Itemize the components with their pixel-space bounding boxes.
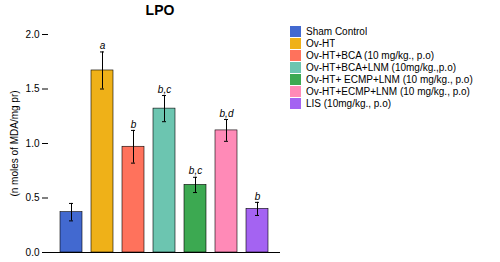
html-text:Ov-HT+BCA+LNM (10mg/kg.,p.o): Ov-HT+BCA+LNM (10mg/kg.,p.o) bbox=[306, 62, 456, 73]
html-text:LIS (10mg/kg., p.o): LIS (10mg/kg., p.o) bbox=[306, 98, 391, 109]
svg-text:0.5: 0.5 bbox=[26, 192, 40, 203]
svg-text:b,c: b,c bbox=[158, 84, 171, 95]
html-text:Sham Control: Sham Control bbox=[306, 26, 368, 37]
html-text:LPO: LPO bbox=[145, 2, 175, 18]
svg-text:a: a bbox=[100, 40, 106, 51]
svg-text:b: b bbox=[131, 119, 137, 130]
svg-text:1.0: 1.0 bbox=[26, 138, 40, 149]
svg-text:b,d: b,d bbox=[220, 108, 234, 119]
html-text:Ov-HT: Ov-HT bbox=[306, 38, 336, 49]
svg-text:b: b bbox=[255, 191, 261, 202]
html-text:Ov-HT+BCA (10 mg/kg., p.o): Ov-HT+BCA (10 mg/kg., p.o) bbox=[306, 50, 435, 61]
html-text:Ov-HT+ ECMP+LNM (10 mg/kg., p.: Ov-HT+ ECMP+LNM (10 mg/kg., p.o) bbox=[306, 74, 473, 85]
svg-text:0.0: 0.0 bbox=[26, 247, 40, 258]
svg-text:b,c: b,c bbox=[189, 165, 202, 176]
svg-text:2.0: 2.0 bbox=[26, 29, 40, 40]
svg-text:1.5: 1.5 bbox=[26, 83, 40, 94]
svg-text:(n moles of MDA/mg pr): (n moles of MDA/mg pr) bbox=[9, 90, 20, 196]
html-text:Ov-HT+ECMP+LNM (10 mg/kg., p.o: Ov-HT+ECMP+LNM (10 mg/kg., p.o) bbox=[306, 86, 470, 97]
